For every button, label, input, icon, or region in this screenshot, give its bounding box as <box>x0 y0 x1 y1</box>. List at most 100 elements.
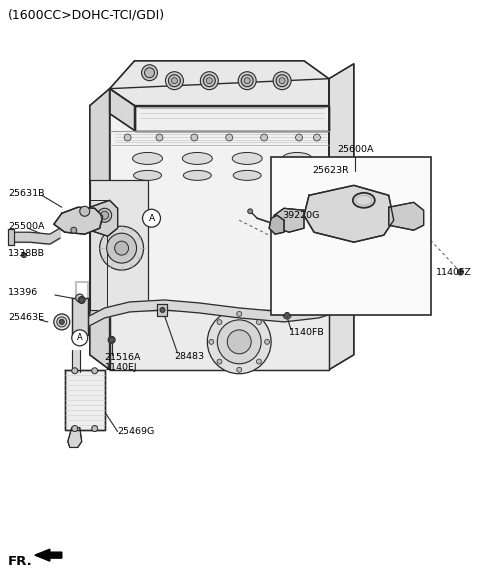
Polygon shape <box>109 61 329 106</box>
Circle shape <box>79 298 84 302</box>
Circle shape <box>283 311 291 319</box>
Circle shape <box>264 339 270 345</box>
Circle shape <box>168 75 180 87</box>
Ellipse shape <box>233 170 261 180</box>
Polygon shape <box>72 298 88 335</box>
Circle shape <box>72 330 88 346</box>
Circle shape <box>207 310 271 374</box>
Polygon shape <box>274 208 304 232</box>
Polygon shape <box>157 304 168 316</box>
Circle shape <box>22 253 26 257</box>
Circle shape <box>313 134 321 141</box>
Circle shape <box>217 319 222 325</box>
Circle shape <box>108 336 115 343</box>
Circle shape <box>54 314 70 330</box>
Circle shape <box>171 78 178 84</box>
Polygon shape <box>8 229 14 245</box>
Polygon shape <box>134 106 329 130</box>
Ellipse shape <box>282 153 312 164</box>
Text: 25469G: 25469G <box>118 427 155 436</box>
Ellipse shape <box>182 153 212 164</box>
Circle shape <box>206 78 212 84</box>
Polygon shape <box>304 185 394 242</box>
Text: 1140FZ: 1140FZ <box>435 267 471 277</box>
Circle shape <box>217 320 261 364</box>
Circle shape <box>80 207 90 216</box>
Circle shape <box>226 134 233 141</box>
Text: 1140FB: 1140FB <box>289 328 325 338</box>
Circle shape <box>285 312 289 318</box>
Circle shape <box>166 72 183 90</box>
Circle shape <box>76 332 84 340</box>
Circle shape <box>124 134 131 141</box>
Text: 39220G: 39220G <box>282 211 320 220</box>
Circle shape <box>115 241 129 255</box>
Circle shape <box>142 65 157 81</box>
Circle shape <box>276 75 288 87</box>
Circle shape <box>92 368 98 374</box>
Text: 13396: 13396 <box>8 288 38 298</box>
Circle shape <box>256 319 262 325</box>
Circle shape <box>217 359 222 364</box>
Circle shape <box>109 338 114 342</box>
Circle shape <box>160 308 165 312</box>
Circle shape <box>261 134 268 141</box>
Circle shape <box>296 134 302 141</box>
Circle shape <box>78 297 85 304</box>
Ellipse shape <box>183 170 211 180</box>
Circle shape <box>227 330 251 354</box>
Circle shape <box>457 269 464 275</box>
Circle shape <box>144 68 155 78</box>
Text: 25463E: 25463E <box>8 314 44 322</box>
Polygon shape <box>35 549 62 561</box>
Polygon shape <box>339 258 361 306</box>
Circle shape <box>101 211 108 219</box>
Polygon shape <box>389 202 424 230</box>
Polygon shape <box>54 207 103 234</box>
Circle shape <box>72 425 78 432</box>
Text: 1140EJ: 1140EJ <box>105 363 137 372</box>
Polygon shape <box>269 215 284 234</box>
Circle shape <box>57 317 67 327</box>
Text: 1338BB: 1338BB <box>8 249 45 257</box>
Circle shape <box>98 208 112 222</box>
Circle shape <box>241 75 253 87</box>
Circle shape <box>100 226 144 270</box>
Circle shape <box>244 78 250 84</box>
Text: A: A <box>77 333 83 342</box>
Polygon shape <box>90 89 109 370</box>
Ellipse shape <box>232 153 262 164</box>
Polygon shape <box>313 200 354 235</box>
Circle shape <box>60 319 64 325</box>
Polygon shape <box>65 370 105 429</box>
Polygon shape <box>68 428 82 448</box>
Circle shape <box>76 294 84 302</box>
Circle shape <box>279 78 285 84</box>
Text: 25631B: 25631B <box>8 189 45 198</box>
Circle shape <box>237 311 242 316</box>
Circle shape <box>256 359 262 364</box>
Ellipse shape <box>283 170 311 180</box>
Circle shape <box>191 134 198 141</box>
Text: 28483: 28483 <box>174 352 204 362</box>
Text: (1600CC>DOHC-TCI/GDI): (1600CC>DOHC-TCI/GDI) <box>8 8 165 22</box>
Text: 25623R: 25623R <box>312 166 349 175</box>
Polygon shape <box>90 200 118 236</box>
Text: A: A <box>148 214 155 223</box>
Circle shape <box>72 368 78 374</box>
Circle shape <box>209 339 214 345</box>
Circle shape <box>204 75 216 87</box>
Polygon shape <box>109 310 329 370</box>
Circle shape <box>107 233 136 263</box>
Text: 25600A: 25600A <box>337 145 373 154</box>
Polygon shape <box>72 350 80 371</box>
Text: 21516A: 21516A <box>105 353 141 362</box>
Circle shape <box>248 209 252 214</box>
Polygon shape <box>82 288 359 330</box>
Circle shape <box>71 227 77 233</box>
Ellipse shape <box>133 170 161 180</box>
Polygon shape <box>90 180 147 310</box>
Ellipse shape <box>132 153 162 164</box>
Bar <box>271 157 431 315</box>
Polygon shape <box>329 64 354 370</box>
